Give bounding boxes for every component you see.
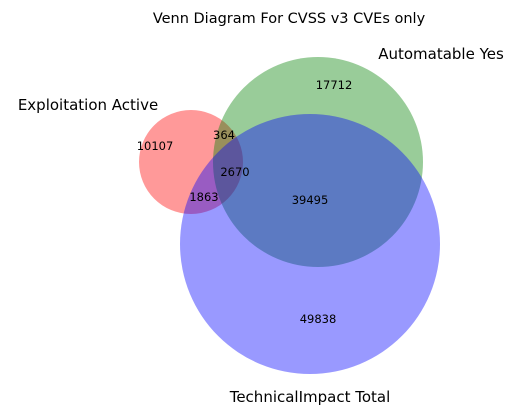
set-label-exploitation-active: Exploitation Active (18, 96, 158, 114)
set-label-technicalimpact-total: TechnicalImpact Total (229, 388, 391, 406)
chart-title: Venn Diagram For CVSS v3 CVEs only (153, 11, 426, 27)
set-circle-automatable-yes (213, 57, 423, 267)
region-label-bc: 39495 (292, 193, 329, 207)
region-label-b-only: 17712 (316, 78, 353, 92)
region-label-c-only: 49838 (300, 312, 337, 326)
region-label-abc: 2670 (220, 165, 249, 179)
region-label-a-only: 10107 (137, 139, 174, 153)
region-label-ab: 364 (213, 128, 235, 142)
region-label-ac: 1863 (189, 190, 218, 204)
set-label-automatable-yes: Automatable Yes (378, 45, 504, 63)
set-circle-technicalimpact-total (180, 114, 440, 374)
set-circle-exploitation-active (139, 110, 243, 214)
